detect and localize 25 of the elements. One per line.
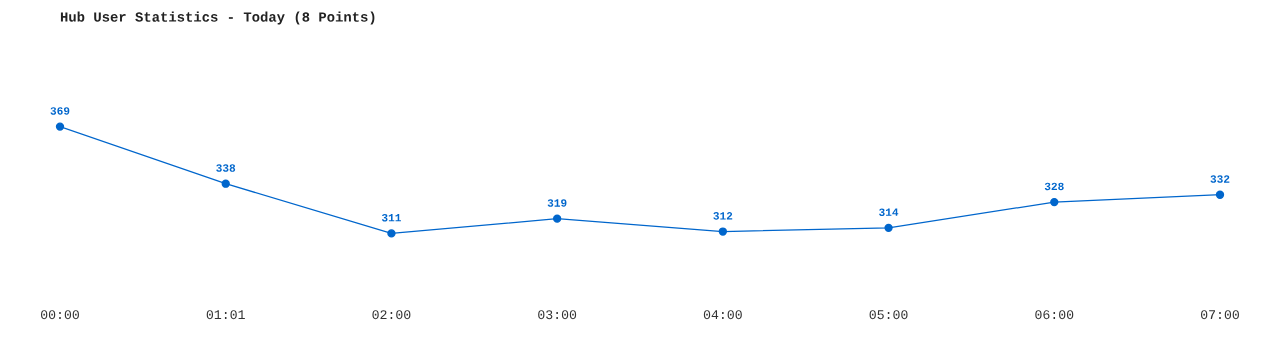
- point: [718, 227, 728, 236]
- data-label: 332: [1210, 175, 1230, 183]
- point: [884, 223, 893, 233]
- x-tick-label: 07:00: [1201, 310, 1239, 320]
- data-label: 312: [713, 212, 733, 220]
- point: [1215, 190, 1225, 199]
- data-label: 314: [879, 208, 899, 216]
- point: [552, 214, 562, 223]
- x-tick-label: 04:00: [703, 310, 742, 320]
- x-tick-label: 00:00: [41, 310, 79, 320]
- x-tick-label: 01:01: [206, 310, 245, 320]
- point: [55, 122, 65, 131]
- point: [221, 179, 230, 188]
- data-label: 311: [381, 213, 401, 222]
- data-label: 369: [50, 107, 70, 115]
- x-tick-label: 05:00: [869, 310, 908, 320]
- x-tick-label: 02:00: [372, 310, 411, 320]
- data-label: 319: [547, 199, 567, 207]
- point: [387, 229, 396, 238]
- x-tick-label: 03:00: [538, 310, 577, 320]
- x-tick-label: 06:00: [1035, 310, 1074, 320]
- chart-title: Hub User Statistics - Today (8 Points): [60, 11, 375, 25]
- point: [1050, 197, 1059, 207]
- data-label: 328: [1044, 182, 1064, 191]
- data-label: 338: [216, 164, 236, 172]
